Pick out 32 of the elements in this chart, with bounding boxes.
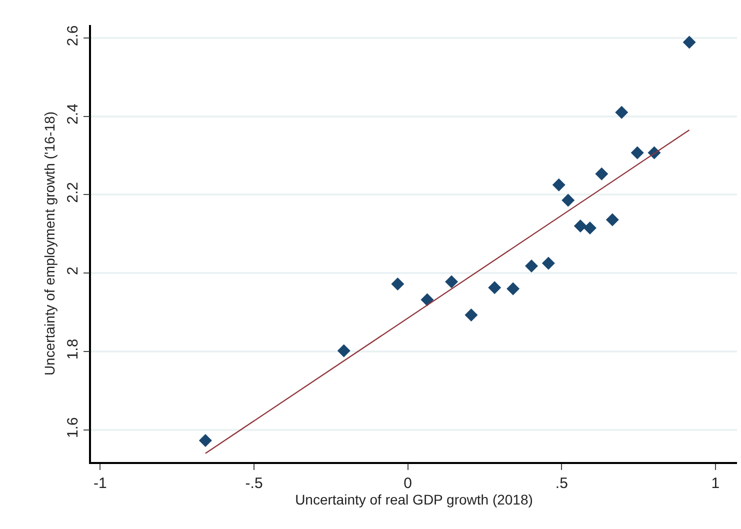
point (682, 36, 696, 49)
point (630, 146, 644, 160)
point (574, 220, 587, 233)
y-axis-title: Uncertainty of employment growth ('16-18) (41, 111, 58, 376)
y-tick-label: 2 (64, 266, 82, 276)
x-tick-label: -.5 (245, 474, 263, 492)
point (562, 194, 575, 207)
point (337, 344, 350, 358)
y-tick-label: 2.4 (64, 104, 82, 124)
x-tick-label: .5 (555, 474, 568, 492)
y-tick-label: 1.6 (64, 417, 82, 438)
point (606, 213, 619, 226)
point (391, 278, 404, 291)
point (595, 167, 608, 180)
y-tick-label: 2.2 (64, 182, 82, 203)
point (525, 260, 538, 273)
point (488, 281, 502, 294)
point (615, 106, 628, 119)
point (506, 282, 520, 296)
point (464, 308, 478, 322)
point (552, 178, 566, 192)
x-tick-label: -1 (94, 474, 107, 492)
point (542, 256, 555, 270)
y-tick-label: 1.8 (64, 338, 82, 360)
x-tick-label: 1 (711, 474, 720, 492)
point (198, 434, 212, 447)
point (583, 222, 596, 235)
point (420, 293, 434, 306)
x-axis-title: Uncertainty of real GDP growth (2018) (295, 492, 533, 508)
y-tick-label: 2.6 (64, 25, 82, 46)
x-tick-label: 0 (404, 474, 412, 492)
point (445, 275, 458, 288)
